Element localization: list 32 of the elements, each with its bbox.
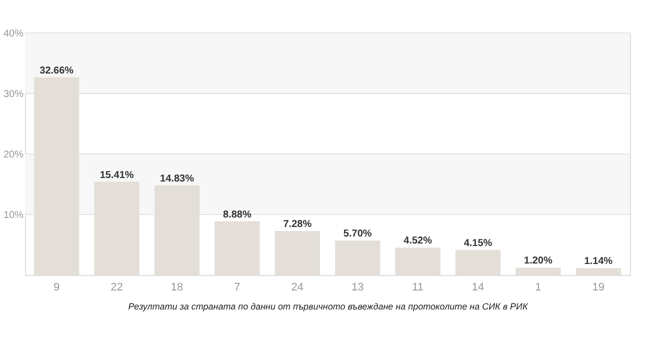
bar bbox=[274, 230, 320, 275]
x-axis-title: Резултати за страната по данни от първичното въвеждане на протоколите на СИК в РИК bbox=[128, 302, 528, 312]
x-tick-label: 22 bbox=[110, 282, 123, 294]
data-label: 1.14% bbox=[584, 256, 613, 268]
x-tick-label: 18 bbox=[170, 282, 184, 294]
data-label: 32.66% bbox=[40, 65, 74, 76]
data-label: 8.88% bbox=[223, 209, 252, 220]
x-tick-label: 13 bbox=[351, 282, 364, 294]
data-label: 15.41% bbox=[100, 170, 134, 181]
data-label: 7.28% bbox=[283, 218, 312, 230]
y-tick-label: 10% bbox=[3, 210, 24, 221]
bar bbox=[335, 240, 380, 275]
x-tick-label: 19 bbox=[592, 282, 605, 294]
bar bbox=[214, 221, 260, 275]
x-tick-label: 14 bbox=[472, 282, 484, 294]
x-tick-label: 7 bbox=[234, 282, 240, 294]
data-label: 14.83% bbox=[160, 173, 194, 184]
y-tick-label: 30% bbox=[3, 89, 24, 100]
data-label: 4.15% bbox=[464, 238, 492, 249]
bar bbox=[516, 268, 561, 275]
x-tick-label: 11 bbox=[412, 282, 424, 294]
bar bbox=[395, 248, 440, 275]
data-label: 5.70% bbox=[343, 228, 372, 240]
x-tick-label: 9 bbox=[54, 282, 60, 294]
data-label: 4.52% bbox=[404, 236, 432, 247]
bar bbox=[576, 268, 621, 275]
y-tick-label: 20% bbox=[3, 150, 24, 160]
data-label: 1.20% bbox=[524, 256, 552, 267]
bar bbox=[455, 250, 501, 275]
x-tick-label: 24 bbox=[291, 282, 304, 294]
x-tick-label: 1 bbox=[535, 282, 542, 294]
y-tick-label: 40% bbox=[3, 28, 24, 40]
